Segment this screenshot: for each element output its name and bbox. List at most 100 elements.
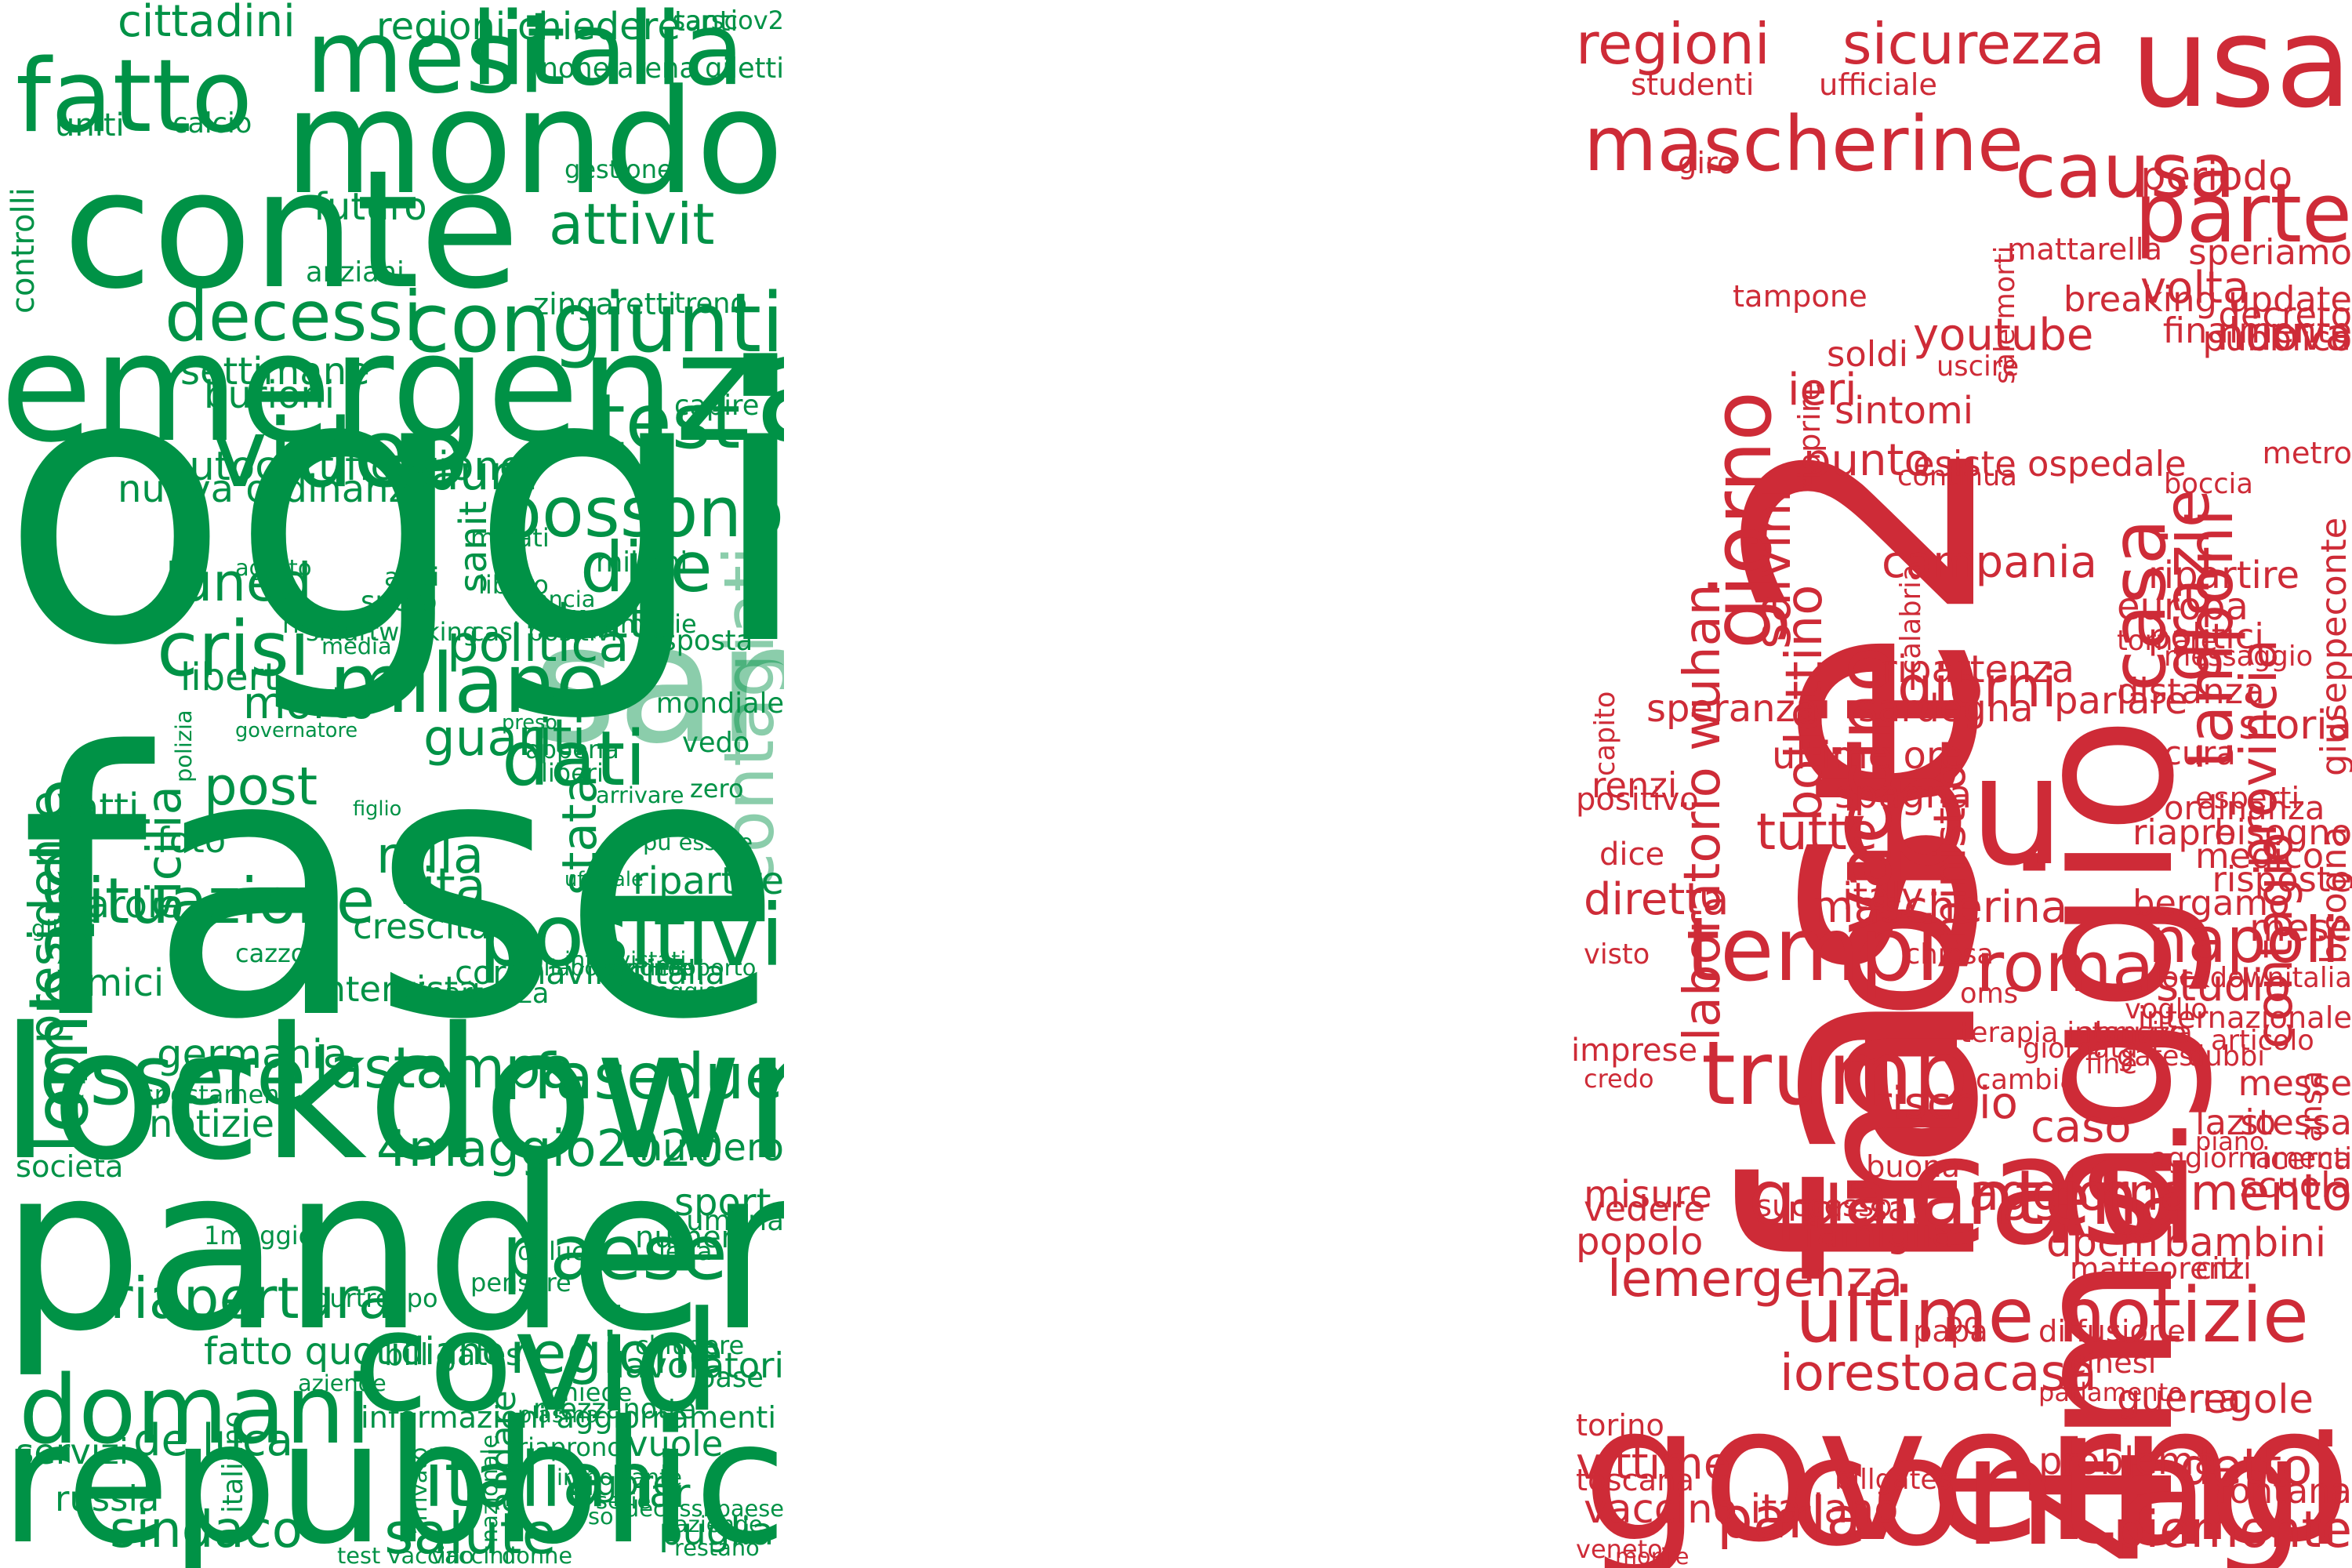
left-word-156: ufficiale (564, 868, 644, 891)
left-word-56: libert (180, 655, 279, 699)
left-word-3: repubblica (0, 1385, 784, 1568)
left-word-45: autocertificazione (165, 443, 524, 490)
right-word-97: riapre (2132, 811, 2236, 853)
left-word-82: regioni (376, 5, 506, 49)
left-word-157: preso (502, 711, 557, 735)
right-word-130: uscire (1936, 350, 2020, 383)
right-word-100: popolo (1576, 1220, 1704, 1264)
right-word-85: mese (2249, 906, 2352, 950)
left-word-129: importante (557, 1464, 682, 1490)
left-word-130: test vaccino (337, 1542, 474, 1568)
right-word-38: periodo (2140, 153, 2293, 200)
right-word-140: cambia (1976, 1064, 2077, 1096)
left-word-151: francia (517, 586, 596, 612)
right-word-122: messaggio (2164, 641, 2314, 673)
left-word-110: liberi (541, 758, 604, 788)
right-word-110: buona (1866, 1149, 1961, 1185)
left-word-68: vuole (627, 1423, 724, 1465)
left-word-94: zingaretti (533, 287, 677, 322)
left-word-72: russia (55, 1478, 160, 1519)
right-word-10: sicurezza (1842, 11, 2105, 77)
left-word-97: risposta (643, 625, 753, 657)
right-word-149: morire (1615, 1543, 1690, 1568)
left-word-120: numeri (635, 1220, 742, 1255)
left-word-63: coronavirusitalia (455, 953, 726, 992)
right-word-133: calabria (1895, 564, 1927, 675)
right-word-46: fontana (2216, 1470, 2352, 1512)
left-word-118: umbria (686, 1205, 784, 1237)
right-word-102: vedere (1584, 1188, 1706, 1229)
green-word-cloud: oggifasepandemiarepubblicalockdowncontem… (0, 0, 784, 1568)
right-word-74: distanza (2117, 670, 2265, 712)
right-word-126: giro (1678, 146, 1736, 181)
left-word-8: covid (353, 1282, 721, 1443)
left-word-79: burioni (204, 373, 336, 417)
left-word-51: vita (392, 858, 486, 916)
left-word-88: bill gates (384, 1338, 522, 1373)
right-word-36: nuova (2216, 310, 2352, 361)
right-word-44: detto (2180, 1439, 2313, 1497)
right-word-145: fine (2085, 1048, 2138, 1080)
right-word-59: speranza (1646, 687, 1819, 731)
left-word-148: intervistati (564, 946, 687, 973)
left-word-106: appena (525, 735, 619, 764)
right-word-135: visto (1584, 938, 1650, 971)
right-word-86: scuola (2239, 1164, 2352, 1206)
left-word-9: mesi (306, 0, 546, 116)
right-word-119: lockdownitalia (2154, 962, 2352, 994)
left-word-20: crisi (157, 605, 310, 693)
left-word-52: post (204, 756, 318, 817)
left-word-64: ripartire (632, 859, 784, 903)
left-word-46: tutta (557, 592, 679, 650)
right-word-91: decreto (2218, 294, 2352, 336)
right-word-101: misure (1584, 1173, 1712, 1217)
left-word-158: governatore (235, 719, 358, 742)
left-word-116: intervista (314, 968, 480, 1010)
right-word-43: piemonte (2113, 1501, 2352, 1559)
right-word-124: studenti (1631, 67, 1755, 103)
left-word-123: deluca (517, 1236, 601, 1266)
left-word-1: fase (20, 676, 784, 1099)
left-word-22: situazione (55, 865, 376, 938)
left-word-10: litalia (470, 0, 745, 108)
left-word-66: sport (674, 1181, 771, 1225)
right-word-78: cura (2164, 734, 2236, 772)
right-word-73: europa (2117, 585, 2249, 629)
left-word-61: fatti (63, 786, 140, 829)
left-word-121: purtroppo (314, 1283, 438, 1313)
left-word-152: arrivare (596, 782, 684, 808)
right-word-92: finalmente (2162, 310, 2352, 351)
left-word-142: spostamenti (141, 1080, 296, 1109)
right-word-147: giornata (2023, 1033, 2138, 1065)
left-word-83: futuro (314, 185, 427, 229)
left-word-138: nazionale (476, 1434, 503, 1543)
right-word-40: iorestoacasa (1780, 1345, 2097, 1403)
left-word-141: aziende (298, 1370, 387, 1396)
right-word-120: aggiornamenti (2150, 1142, 2352, 1174)
right-word-112: torino (1576, 1408, 1664, 1443)
left-word-32: fasedue (533, 1040, 783, 1113)
left-word-77: capire (674, 390, 760, 422)
left-word-137: serie (596, 1487, 652, 1514)
left-word-103: malati (470, 523, 550, 553)
right-word-48: guerra (2117, 1377, 2241, 1421)
left-word-48: luned (165, 552, 312, 613)
left-word-125: base (698, 1362, 764, 1394)
left-word-93: sarscov2 (672, 5, 784, 35)
right-word-47: problema (2038, 1439, 2218, 1483)
left-word-58: amici (63, 961, 165, 1005)
right-word-144: voglio (2125, 993, 2208, 1025)
right-word-72: esiste ospedale (1913, 443, 2187, 485)
right-word-76: politici (2148, 615, 2264, 657)
left-word-132: donne (502, 1542, 573, 1568)
left-word-80: settimane (180, 350, 370, 394)
left-word-135: aziende (674, 1511, 763, 1537)
right-word-67: ripartenza (1882, 648, 2075, 691)
left-word-39: de luca (133, 1415, 293, 1466)
left-word-90: fatto quotidiano (204, 1330, 505, 1374)
left-word-34: 4maggio2020 (376, 1120, 724, 1178)
right-word-54: bergamo (2132, 882, 2290, 924)
right-word-127: tampone (1733, 279, 1867, 314)
right-word-9: regioni (1576, 11, 1770, 77)
left-word-31: guariti (423, 710, 586, 768)
